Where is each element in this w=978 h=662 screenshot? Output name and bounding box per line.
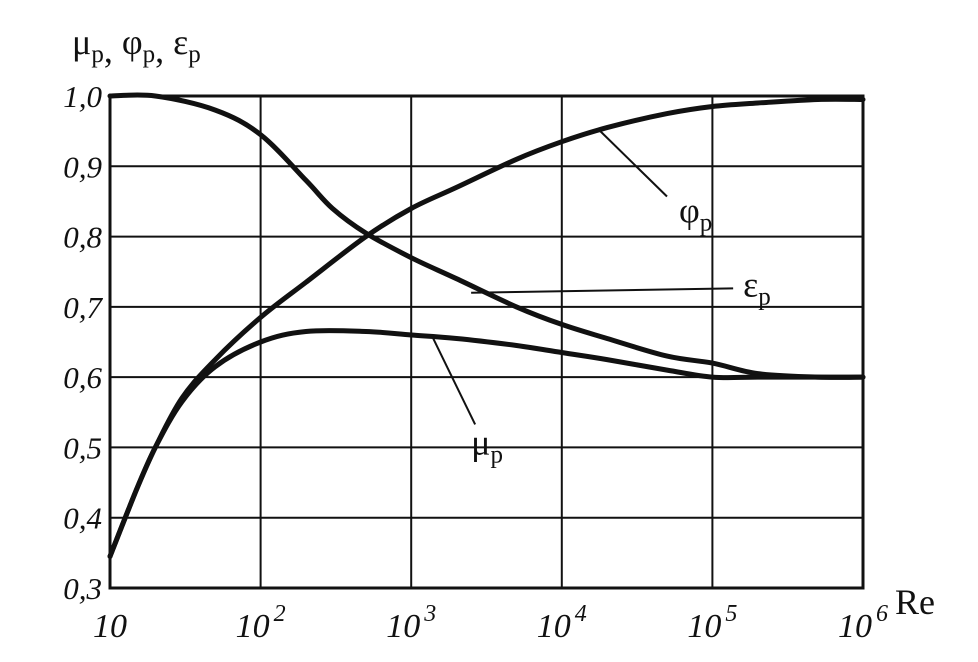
x-tick-base: 10	[687, 608, 721, 645]
y-axis-label-symbol: μ	[72, 22, 91, 62]
x-tick-label: 10 6	[838, 601, 888, 645]
y-tick-label: 0,5	[63, 430, 102, 465]
series-leader-0	[599, 130, 668, 198]
x-tick-base: 10	[838, 608, 872, 645]
y-tick-label: 0,6	[63, 360, 102, 395]
series-label-0-subscript: p	[700, 210, 713, 237]
y-axis-label-separator: ,	[104, 30, 122, 70]
x-tick-base: 10	[537, 608, 571, 645]
series-leader-1	[471, 287, 734, 294]
y-axis-label-subscript: p	[91, 41, 104, 68]
x-tick-label: 10 5	[687, 601, 737, 645]
series-label-1-subscript: p	[758, 283, 771, 310]
series-line-0	[107, 96, 866, 559]
x-tick-base: 10	[93, 608, 127, 645]
labels: 0,30,40,50,60,70,80,91,010 10 2 10 3 10 4 10 5 10…	[63, 22, 935, 645]
plot-frame	[108, 94, 865, 590]
x-tick-base: 10	[386, 608, 420, 645]
x-tick-label: 10 3	[386, 601, 436, 645]
series-line-1	[107, 92, 866, 380]
x-tick-label: 10	[93, 608, 127, 645]
x-tick-exponent: 6	[876, 601, 888, 627]
x-tick-exponent: 3	[423, 601, 436, 627]
series-leader-2	[432, 338, 477, 425]
y-tick-label: 0,9	[63, 149, 102, 184]
y-axis-label: μp, φp, εp	[72, 22, 201, 70]
y-axis-label-separator: ,	[155, 30, 173, 70]
x-axis-label: Re	[895, 582, 935, 622]
series-label-0: φp	[679, 191, 712, 237]
x-tick-base: 10	[236, 608, 270, 645]
y-axis-label-symbol: ε	[173, 22, 188, 62]
x-tick-exponent: 2	[274, 601, 286, 627]
x-tick-label: 10 4	[537, 601, 587, 645]
x-tick-label: 10 2	[236, 601, 286, 645]
y-tick-label: 0,8	[63, 220, 102, 255]
y-tick-label: 0,3	[63, 571, 102, 606]
series-label-1: εp	[743, 264, 771, 310]
series-label-2-symbol: μ	[471, 422, 490, 462]
series-line-2	[107, 328, 866, 559]
series-label-2: μp	[471, 422, 503, 468]
x-tick-exponent: 4	[575, 601, 587, 627]
series-label-1-symbol: ε	[743, 264, 758, 304]
y-axis-label-symbol: φ	[122, 22, 143, 62]
series-label-2-subscript: p	[490, 441, 503, 468]
series-label-0-symbol: φ	[679, 191, 700, 231]
y-axis-label-subscript: p	[143, 41, 156, 68]
y-tick-label: 0,4	[63, 501, 102, 536]
y-axis-label-subscript: p	[188, 41, 201, 68]
x-tick-exponent: 5	[725, 601, 737, 627]
y-tick-label: 0,7	[63, 290, 103, 325]
curves	[107, 92, 866, 559]
y-tick-label: 1,0	[63, 79, 102, 114]
